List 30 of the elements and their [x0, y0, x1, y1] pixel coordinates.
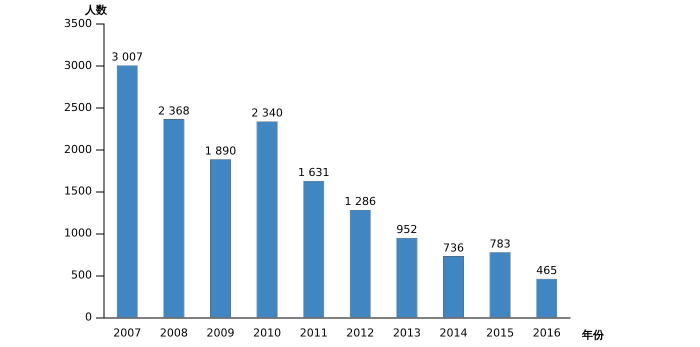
x-tick-label: 2007 — [113, 326, 142, 340]
x-tick-label: 2012 — [346, 326, 374, 340]
data-label: 2 340 — [251, 106, 283, 120]
y-tick-label: 1500 — [64, 184, 92, 198]
y-tick-label: 2500 — [64, 100, 92, 114]
x-tick-label: 2011 — [300, 326, 328, 340]
x-tick-label: 2009 — [206, 326, 234, 340]
y-tick-label: 2000 — [64, 142, 92, 156]
x-tick-label: 2014 — [440, 326, 468, 340]
y-axis-title: 人数 — [84, 3, 108, 16]
data-label: 2 368 — [158, 104, 190, 118]
y-tick-label: 1000 — [64, 226, 92, 240]
data-label: 465 — [536, 264, 558, 278]
y-tick-label: 500 — [70, 268, 92, 282]
data-label: 3 007 — [112, 50, 144, 64]
data-label: 1 890 — [204, 144, 236, 158]
x-tick-label: 2016 — [532, 326, 561, 340]
y-tick-label: 3500 — [64, 16, 92, 30]
data-label: 1 631 — [298, 166, 330, 180]
x-tick-label: 2008 — [160, 326, 188, 340]
x-tick-label: 2013 — [392, 326, 421, 340]
data-label: 1 286 — [344, 195, 376, 208]
x-axis-title: 年份 — [581, 328, 605, 342]
x-tick-label: 2015 — [486, 326, 514, 340]
y-tick-label: 3000 — [64, 58, 92, 72]
data-label: 736 — [443, 241, 464, 254]
data-label: 783 — [490, 237, 511, 250]
x-tick-label: 2010 — [253, 326, 282, 340]
y-tick-label: 0 — [84, 310, 92, 324]
data-label: 952 — [396, 223, 418, 236]
